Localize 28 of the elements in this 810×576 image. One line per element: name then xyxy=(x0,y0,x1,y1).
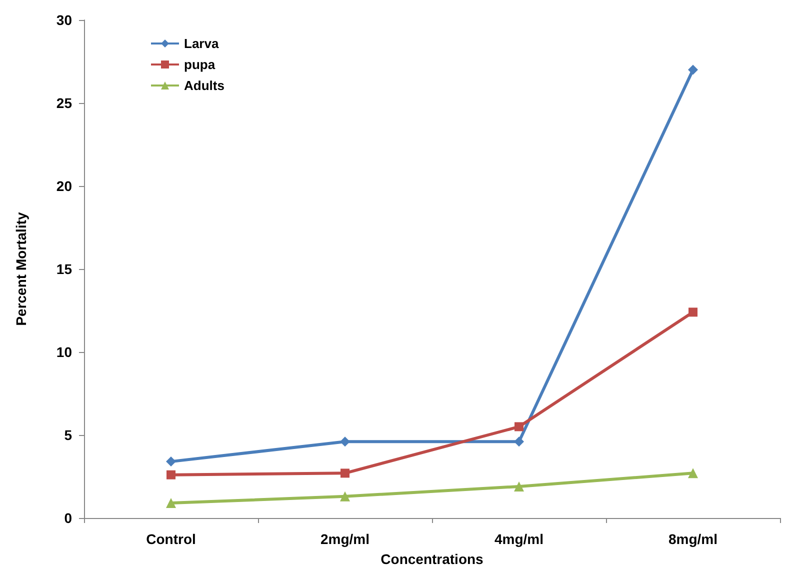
point xyxy=(688,308,698,317)
x-tick-label: 8mg/ml xyxy=(668,531,718,547)
point xyxy=(688,468,698,478)
y-axis-title: Percent Mortality xyxy=(13,212,29,326)
y-tick-label: 5 xyxy=(64,427,72,443)
x-tick-label: Control xyxy=(146,531,196,547)
point xyxy=(340,491,350,502)
point xyxy=(340,436,350,447)
y-tick-label: 20 xyxy=(56,178,72,194)
x-axis-title: Concentrations xyxy=(380,551,484,567)
point xyxy=(166,456,176,467)
y-tick-label: 15 xyxy=(56,261,72,277)
point xyxy=(514,436,524,447)
point xyxy=(514,481,524,492)
legend-label: Adults xyxy=(184,78,224,93)
y-tick-label: 25 xyxy=(56,95,72,111)
point xyxy=(340,468,350,478)
y-tick-label: 0 xyxy=(64,510,72,526)
legend-label: pupa xyxy=(184,57,216,72)
x-tick-label: 2mg/ml xyxy=(320,531,370,547)
point xyxy=(514,422,524,432)
point xyxy=(166,498,176,508)
y-tick-label: 10 xyxy=(56,344,72,360)
legend-label: Larva xyxy=(184,36,220,51)
point xyxy=(688,64,698,75)
x-tick-label: 4mg/ml xyxy=(494,531,544,547)
y-tick-label: 30 xyxy=(56,12,72,28)
point xyxy=(166,470,176,480)
